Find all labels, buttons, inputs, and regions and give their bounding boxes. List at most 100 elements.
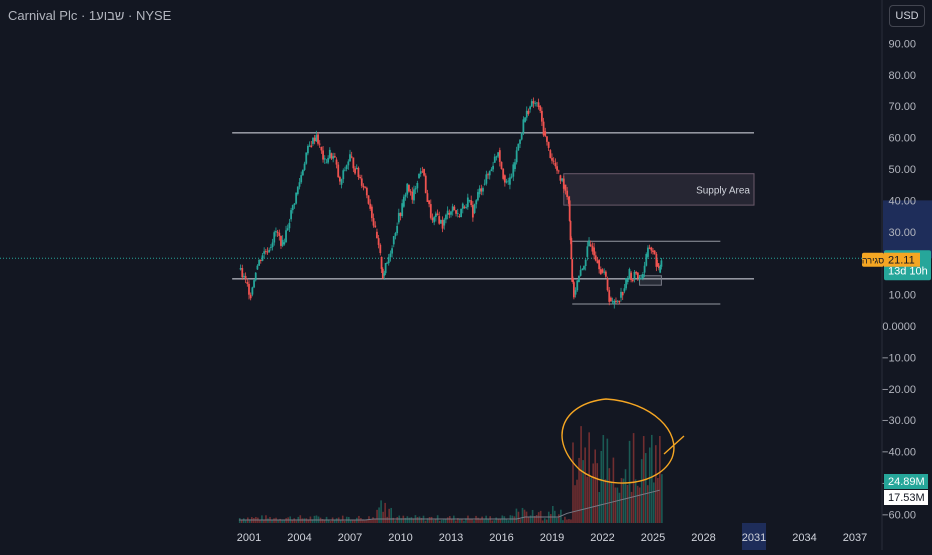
candle-body <box>303 163 306 170</box>
x-tick-label: 2019 <box>540 532 564 544</box>
volume-bar <box>535 515 538 523</box>
candle-body <box>566 190 569 197</box>
volume-labels: 24.89M 17.53M <box>884 474 928 505</box>
y-tick-label: −30.00 <box>882 415 916 427</box>
candle-body <box>503 175 506 183</box>
volume-bar <box>489 516 491 523</box>
volume-bar <box>580 426 582 523</box>
x-tick-label: 2028 <box>691 532 715 544</box>
volume-bar <box>394 520 397 523</box>
candle-body <box>655 254 658 267</box>
volume-bar <box>329 520 332 523</box>
currency-button[interactable]: USD <box>889 5 925 27</box>
volume-bar <box>471 518 473 523</box>
volume-bar <box>572 442 574 523</box>
volume-bar <box>537 512 540 523</box>
volume-annotation-circle <box>561 398 685 484</box>
volume-bar <box>426 518 429 523</box>
volume-bar <box>495 517 498 523</box>
candle-body <box>271 242 274 248</box>
volume-ma-line <box>238 489 660 521</box>
y-tick-label: −20.00 <box>882 384 916 396</box>
volume-bar <box>648 447 651 523</box>
volume-label-bg <box>884 474 928 489</box>
volume-bar <box>570 519 572 523</box>
candle-body <box>591 246 594 252</box>
candle-body <box>411 191 414 200</box>
volume-bar <box>655 445 657 523</box>
candle-body <box>288 222 291 229</box>
volume-bar <box>505 519 508 523</box>
candle-body <box>376 231 378 239</box>
volume-bar <box>341 515 344 523</box>
volume-bar <box>390 507 392 523</box>
candle-body <box>392 236 395 245</box>
candle-body <box>535 102 538 104</box>
candle-body <box>259 259 262 261</box>
candle-body <box>519 139 521 144</box>
candle-body <box>505 181 508 183</box>
close-price-bg <box>884 252 920 267</box>
volume-bar <box>624 469 627 523</box>
volume-bar <box>513 516 516 523</box>
volume-bar <box>614 487 617 523</box>
candle-body <box>327 157 330 163</box>
volume-bar <box>608 468 611 523</box>
volume-bar <box>410 517 413 523</box>
volume-bar <box>261 515 263 523</box>
candle-body <box>532 101 535 104</box>
volume-bar <box>626 484 629 523</box>
volume-bar <box>465 518 467 523</box>
candle-body <box>312 137 314 144</box>
volume-bar <box>350 519 352 523</box>
candle-body <box>549 150 552 158</box>
volume-bar <box>299 515 302 523</box>
close-price-label: סגירה 21.11 <box>862 252 920 267</box>
candle-body <box>429 204 432 218</box>
candle-body <box>318 143 321 145</box>
volume-ma-value: 17.53M <box>888 492 925 504</box>
candle-body <box>562 178 565 189</box>
candle-body <box>446 210 449 215</box>
close-label-text: סגירה <box>862 256 884 266</box>
volume-bar <box>459 518 461 523</box>
candle-body <box>458 216 461 218</box>
volume-bar <box>636 485 639 523</box>
candle-body <box>406 183 409 195</box>
candle-body <box>599 269 602 275</box>
volume-bar <box>396 517 399 523</box>
candle-body <box>522 119 525 133</box>
candle-body <box>323 158 326 160</box>
time-axis-highlight <box>742 523 766 550</box>
candle-body <box>557 170 560 172</box>
candle-body <box>606 278 609 291</box>
candle-body <box>436 213 439 216</box>
volume-bar <box>558 514 560 523</box>
volume-bar <box>321 519 324 523</box>
candle-body <box>461 203 464 209</box>
x-tick-label: 2007 <box>338 532 362 544</box>
candle-body <box>434 213 437 218</box>
candle-body <box>541 110 543 122</box>
candle-body <box>463 206 466 208</box>
candle-body <box>359 176 361 179</box>
volume-bar <box>515 508 518 523</box>
candle-body <box>249 294 252 299</box>
candle-body <box>333 156 336 158</box>
candle-body <box>418 173 420 179</box>
candle-body <box>547 141 550 148</box>
candle-body <box>421 171 424 173</box>
candle-body <box>593 247 595 256</box>
volume-bar <box>444 519 447 523</box>
candle-body <box>254 272 257 281</box>
volume-bar <box>281 520 283 523</box>
candle-body <box>570 238 573 260</box>
volume-bar <box>634 479 637 523</box>
candle-body <box>313 137 316 142</box>
candle-body <box>381 268 384 279</box>
candle-body <box>349 154 351 162</box>
candle-body <box>372 218 375 226</box>
volume-bar <box>271 519 273 523</box>
